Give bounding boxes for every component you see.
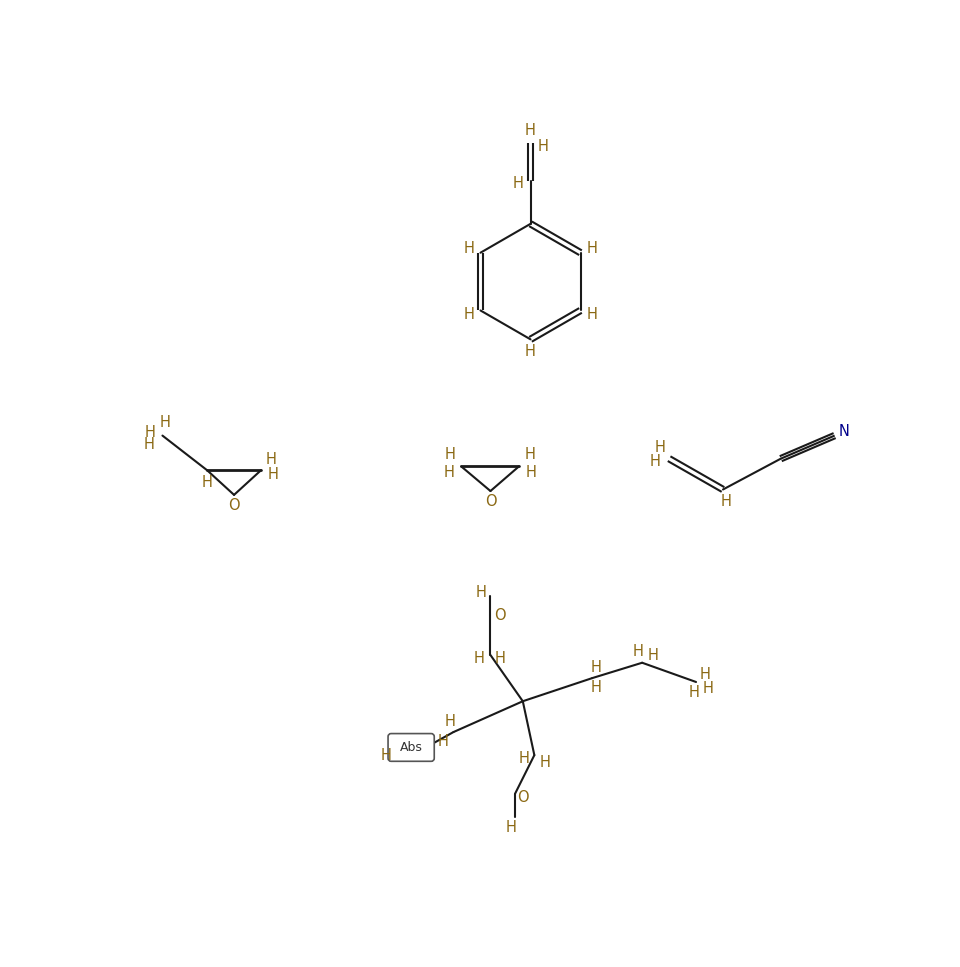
Text: O: O (493, 607, 506, 623)
Text: H: H (473, 652, 485, 666)
Text: H: H (506, 820, 516, 835)
Text: H: H (703, 681, 714, 695)
Text: N: N (838, 425, 850, 439)
Text: H: H (444, 714, 455, 729)
Text: H: H (700, 667, 710, 682)
Text: O: O (228, 498, 240, 513)
Text: H: H (525, 344, 536, 359)
Text: H: H (268, 467, 278, 483)
Text: H: H (444, 465, 454, 480)
Text: H: H (464, 307, 474, 322)
Text: H: H (145, 425, 156, 440)
Text: O: O (485, 494, 496, 510)
Text: H: H (202, 475, 212, 490)
FancyBboxPatch shape (388, 734, 434, 761)
Text: H: H (381, 747, 392, 763)
Text: H: H (143, 437, 154, 453)
Text: H: H (160, 415, 171, 430)
Text: H: H (655, 440, 665, 455)
Text: H: H (518, 751, 529, 767)
Text: H: H (526, 465, 537, 480)
Text: H: H (494, 652, 505, 666)
Text: H: H (590, 659, 601, 675)
Text: H: H (689, 686, 700, 700)
Text: H: H (540, 755, 551, 771)
Text: H: H (525, 123, 536, 138)
Text: H: H (721, 494, 732, 510)
Text: H: H (266, 452, 276, 467)
Text: H: H (587, 307, 597, 322)
Text: H: H (633, 644, 644, 659)
Text: H: H (445, 447, 456, 461)
Text: H: H (590, 680, 601, 695)
Text: H: H (476, 585, 487, 601)
Text: H: H (524, 447, 535, 461)
Text: H: H (438, 734, 448, 748)
Text: H: H (647, 648, 659, 662)
Text: O: O (517, 790, 529, 805)
Text: H: H (650, 454, 660, 469)
Text: H: H (513, 176, 523, 190)
Text: H: H (587, 242, 597, 256)
Text: H: H (538, 138, 548, 154)
Text: Abs: Abs (399, 741, 422, 754)
Text: H: H (464, 242, 474, 256)
